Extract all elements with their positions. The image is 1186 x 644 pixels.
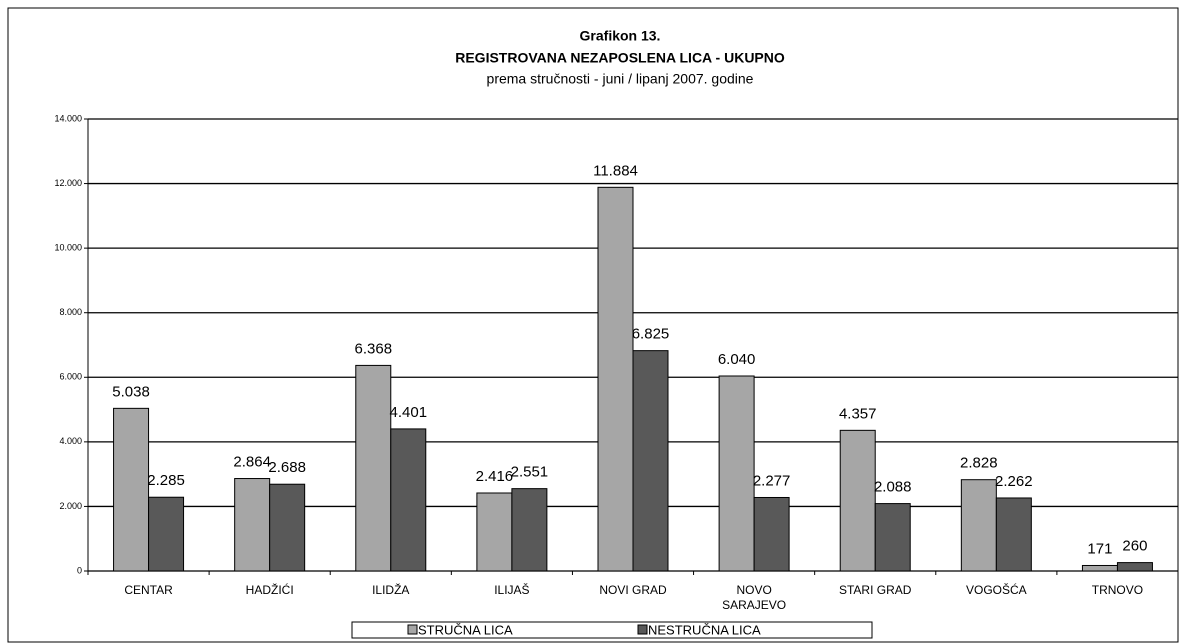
legend-swatch bbox=[637, 624, 648, 635]
y-tick-label: 0 bbox=[77, 565, 82, 575]
chart-subtitle: prema stručnosti - juni / lipanj 2007. g… bbox=[487, 71, 754, 87]
y-tick-label: 2.000 bbox=[59, 501, 82, 511]
legend-swatch bbox=[407, 624, 418, 635]
bar bbox=[839, 429, 876, 572]
bar bbox=[874, 503, 911, 572]
data-label: 2.262 bbox=[995, 473, 1033, 490]
bar bbox=[1116, 562, 1153, 572]
legend-box bbox=[351, 621, 873, 639]
y-tick-label: 4.000 bbox=[59, 436, 82, 446]
bar bbox=[234, 478, 271, 572]
data-label: 2.864 bbox=[233, 454, 271, 471]
bar bbox=[960, 479, 997, 572]
bar bbox=[1081, 564, 1118, 572]
bar bbox=[148, 496, 185, 572]
data-label: 6.040 bbox=[718, 351, 756, 368]
x-tick-label: ILIDŽA bbox=[372, 582, 409, 597]
bar bbox=[753, 496, 790, 572]
x-tick-label: STARI GRAD bbox=[839, 583, 912, 597]
bar bbox=[597, 186, 634, 572]
legend-label: NESTRUČNA LICA bbox=[648, 622, 761, 637]
data-label: 2.828 bbox=[960, 455, 998, 472]
data-label: 2.551 bbox=[511, 464, 549, 481]
data-label: 6.368 bbox=[355, 340, 393, 357]
data-label: 11.884 bbox=[593, 162, 638, 179]
bar bbox=[718, 375, 755, 572]
data-label: 5.038 bbox=[112, 383, 150, 400]
bar bbox=[269, 483, 306, 572]
bar bbox=[995, 497, 1032, 572]
y-tick-label: 8.000 bbox=[59, 307, 82, 317]
data-label: 2.088 bbox=[874, 479, 912, 496]
y-tick-label: 14.000 bbox=[54, 113, 82, 123]
data-label: 171 bbox=[1087, 540, 1112, 557]
bar bbox=[390, 428, 427, 572]
y-tick-label: 12.000 bbox=[54, 178, 82, 188]
data-label: 2.285 bbox=[147, 472, 185, 489]
data-label: 2.277 bbox=[753, 472, 791, 489]
bar bbox=[355, 364, 392, 572]
data-label: 260 bbox=[1122, 538, 1147, 555]
bar bbox=[113, 407, 150, 572]
chart-title: Grafikon 13. bbox=[580, 28, 661, 44]
data-label: 2.688 bbox=[268, 459, 306, 476]
x-tick-label: VOGOŠĆA bbox=[966, 582, 1027, 597]
x-tick-label: TRNOVO bbox=[1092, 583, 1143, 597]
x-tick-label: ILIJAŠ bbox=[494, 582, 529, 597]
y-tick-label: 10.000 bbox=[54, 243, 82, 253]
bar bbox=[511, 488, 548, 572]
x-tick-label: NOVI GRAD bbox=[599, 583, 667, 597]
bar bbox=[632, 350, 669, 572]
legend-label: STRUČNA LICA bbox=[418, 622, 513, 637]
data-label: 2.416 bbox=[476, 468, 514, 485]
data-label: 6.825 bbox=[632, 326, 670, 343]
bar bbox=[476, 492, 513, 572]
data-label: 4.401 bbox=[390, 404, 428, 421]
data-label: 4.357 bbox=[839, 405, 877, 422]
chart-subtitle: REGISTROVANA NEZAPOSLENA LICA - UKUPNO bbox=[455, 50, 785, 66]
y-tick-label: 6.000 bbox=[59, 372, 82, 382]
x-tick-label: CENTAR bbox=[124, 583, 173, 597]
x-tick-label: HADŽIĆI bbox=[246, 582, 294, 597]
x-tick-label: NOVO SARAJEVO bbox=[722, 583, 786, 612]
